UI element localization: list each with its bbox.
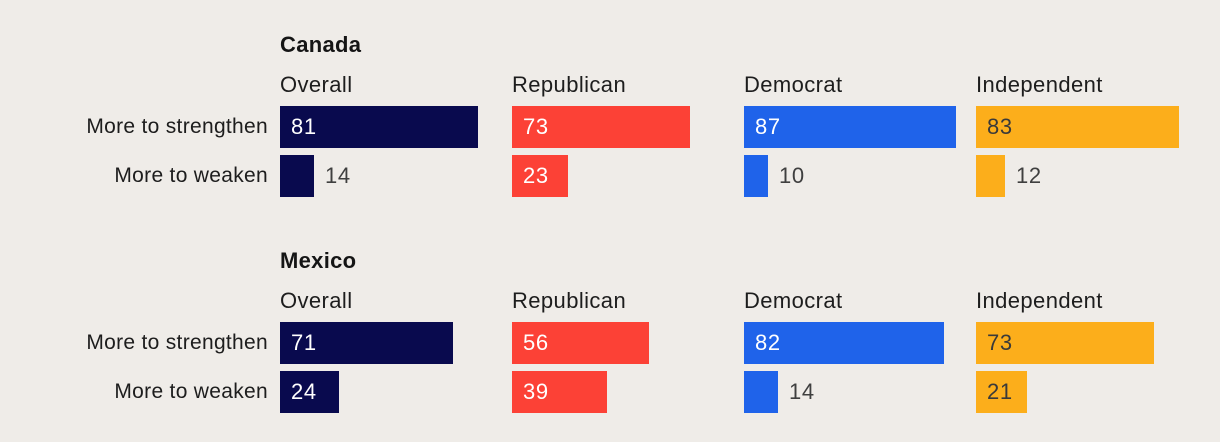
bar-mexico-democrat-more-to-weaken: [744, 371, 778, 413]
bar-mexico-democrat-more-to-strengthen: [744, 322, 944, 364]
group-header-independent: Independent: [976, 288, 1103, 313]
bar-value-label: 24: [291, 379, 317, 404]
bar-canada-overall-more-to-strengthen: [280, 106, 478, 148]
group-header-democrat: Democrat: [744, 72, 843, 97]
row-label-more-to-strengthen: More to strengthen: [86, 115, 268, 138]
panel-title-canada: Canada: [280, 32, 362, 57]
bar-mexico-overall-more-to-weaken: [280, 371, 339, 413]
group-header-democrat: Democrat: [744, 288, 843, 313]
group-header-overall: Overall: [280, 288, 353, 313]
bar-value-label: 87: [755, 114, 781, 139]
row-label-more-to-weaken: More to weaken: [114, 164, 268, 187]
bar-canada-independent-more-to-strengthen: [976, 106, 1179, 148]
group-header-republican: Republican: [512, 72, 627, 97]
bar-value-label: 10: [779, 163, 805, 188]
row-label-more-to-strengthen: More to strengthen: [86, 331, 268, 354]
group-header-independent: Independent: [976, 72, 1103, 97]
bar-canada-democrat-more-to-weaken: [744, 155, 768, 197]
bar-value-label: 14: [789, 379, 815, 404]
bar-value-label: 83: [987, 114, 1013, 139]
group-header-republican: Republican: [512, 288, 627, 313]
bar-value-label: 81: [291, 114, 317, 139]
bar-canada-republican-more-to-strengthen: [512, 106, 690, 148]
bar-mexico-republican-more-to-strengthen: [512, 322, 649, 364]
bar-value-label: 21: [987, 379, 1013, 404]
bar-canada-republican-more-to-weaken: [512, 155, 568, 197]
panel-title-mexico: Mexico: [280, 248, 357, 273]
bar-canada-overall-more-to-weaken: [280, 155, 314, 197]
bar-canada-independent-more-to-weaken: [976, 155, 1005, 197]
bar-value-label: 73: [987, 330, 1013, 355]
group-header-overall: Overall: [280, 72, 353, 97]
bar-mexico-republican-more-to-weaken: [512, 371, 607, 413]
bar-mexico-independent-more-to-weaken: [976, 371, 1027, 413]
bar-value-label: 14: [325, 163, 351, 188]
bar-value-label: 23: [523, 163, 549, 188]
bar-mexico-overall-more-to-strengthen: [280, 322, 453, 364]
bar-value-label: 39: [523, 379, 549, 404]
bar-value-label: 56: [523, 330, 549, 355]
bar-mexico-independent-more-to-strengthen: [976, 322, 1154, 364]
bar-value-label: 12: [1016, 163, 1042, 188]
bar-value-label: 73: [523, 114, 549, 139]
row-label-more-to-weaken: More to weaken: [114, 380, 268, 403]
bar-value-label: 71: [291, 330, 317, 355]
bar-value-label: 82: [755, 330, 781, 355]
bar-canada-democrat-more-to-strengthen: [744, 106, 956, 148]
